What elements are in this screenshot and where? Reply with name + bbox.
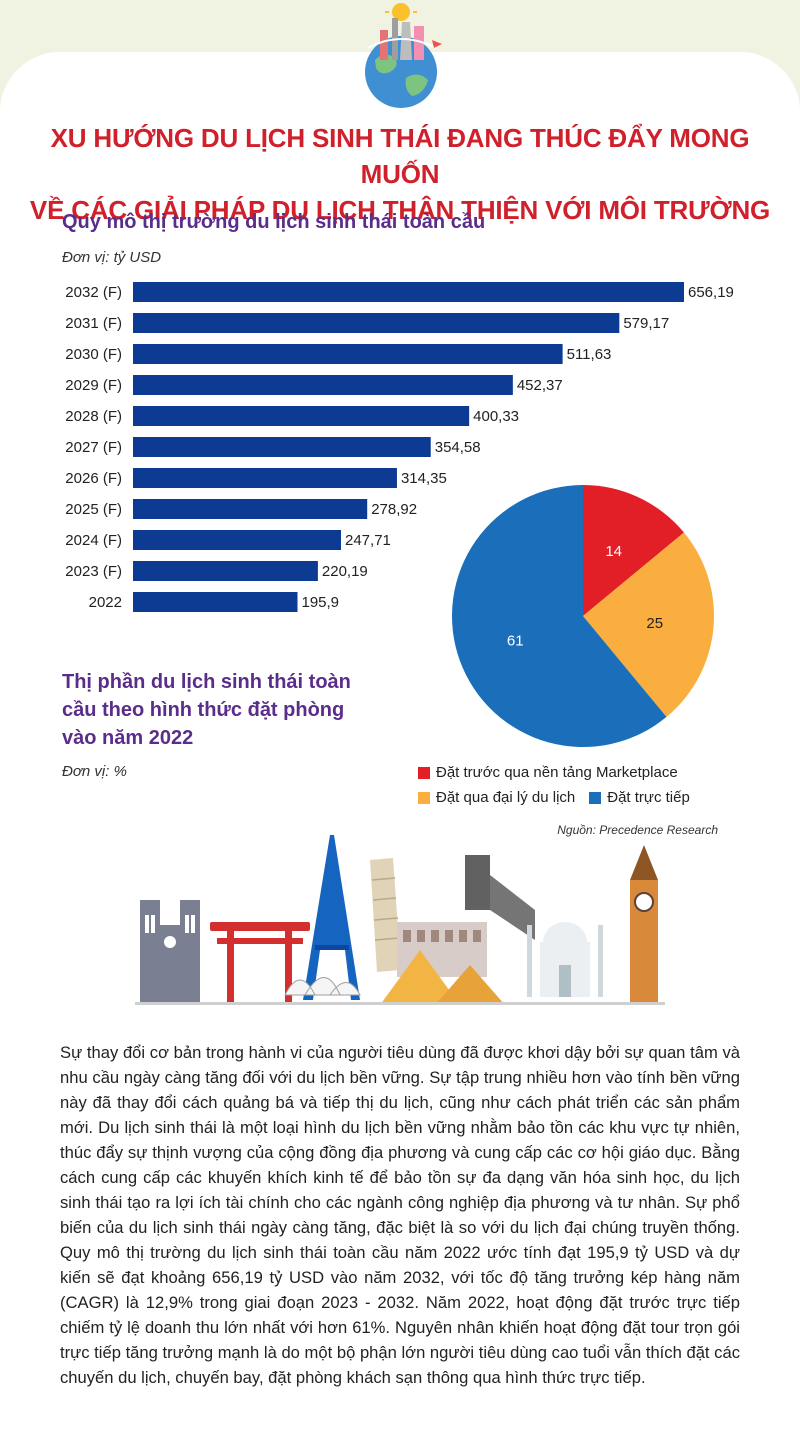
world-landmarks-illustration (135, 835, 665, 1005)
legend-swatch-marketplace (418, 766, 430, 779)
legend-item-direct: Đặt trực tiếp (589, 789, 690, 806)
bar-value-label: 314,35 (401, 470, 447, 487)
bar (133, 344, 563, 364)
bar (133, 437, 431, 457)
bar-value-label: 511,63 (567, 346, 612, 363)
bar (133, 406, 470, 426)
bar-value-label: 656,19 (688, 284, 734, 301)
legend-swatch-agency (418, 791, 430, 804)
bar-value-label: 278,92 (371, 501, 417, 518)
legend-item-marketplace: Đặt trước qua nền tảng Marketplace (418, 764, 678, 781)
pie-chart-title: Thị phần du lịch sinh thái toàn cầu theo… (62, 671, 351, 749)
bar-category-label: 2030 (F) (65, 346, 122, 363)
pie-chart-unit: Đơn vị: % (62, 763, 127, 780)
bar-category-label: 2022 (89, 594, 122, 611)
bar (133, 468, 397, 488)
bar-value-label: 195,9 (301, 594, 339, 611)
body-paragraph: Sự thay đổi cơ bản trong hành vi của ngư… (60, 1043, 740, 1387)
bar-value-label: 220,19 (322, 563, 368, 580)
bar-category-label: 2029 (F) (65, 377, 122, 394)
bar-category-label: 2023 (F) (65, 563, 122, 580)
bar-category-label: 2028 (F) (65, 408, 122, 425)
title-line-2: VỀ CÁC GIẢI PHÁP DU LỊCH THÂN THIỆN VỚI … (29, 195, 771, 225)
page-title: XU HƯỚNG DU LỊCH SINH THÁI ĐANG THÚC ĐẨY… (20, 120, 780, 228)
pie-slice-label: 25 (646, 615, 663, 632)
pie-slice (583, 532, 714, 717)
legend-label-agency: Đặt qua đại lý du lịch (436, 789, 576, 806)
bar-category-label: 2027 (F) (65, 439, 122, 456)
bar (133, 561, 318, 581)
bar-category-label: 2024 (F) (65, 532, 122, 549)
legend-item-agency: Đặt qua đại lý du lịch (418, 789, 575, 806)
bar-value-label: 354,58 (435, 439, 481, 456)
source-note: Nguồn: Precedence Research (557, 823, 718, 837)
bar (133, 375, 513, 395)
bar-category-label: 2032 (F) (65, 284, 122, 301)
bar-value-label: 579,17 (623, 315, 669, 332)
bar-category-label: 2026 (F) (65, 470, 122, 487)
bar (133, 592, 298, 612)
pie-slice-label: 14 (605, 543, 622, 560)
pie-slice (452, 485, 667, 747)
pie-slice-label: 61 (507, 632, 524, 649)
pie-slice (583, 485, 684, 616)
bar-chart-unit: Đơn vị: tỷ USD (62, 249, 162, 266)
globe-landmarks-icon (365, 3, 442, 108)
bar-value-label: 452,37 (517, 377, 563, 394)
legend-label-direct: Đặt trực tiếp (607, 789, 690, 806)
bar (133, 530, 342, 550)
bar (133, 313, 620, 333)
bar-value-label: 247,71 (345, 532, 391, 549)
bar-category-label: 2025 (F) (65, 501, 122, 518)
legend-swatch-direct (589, 791, 602, 804)
pie-chart: 14 25 61 (452, 485, 714, 747)
bar-chart: 2032 (F) 656,19 2031 (F) 579,17 2030 (F) 511,… (65, 282, 734, 612)
title-line-1: XU HƯỚNG DU LỊCH SINH THÁI ĐANG THÚC ĐẨY… (50, 123, 750, 189)
legend-label-marketplace: Đặt trước qua nền tảng Marketplace (436, 764, 678, 781)
bar-chart-title: Quy mô thị trường du lịch sinh thái toàn… (62, 211, 486, 233)
bar (133, 282, 684, 302)
bar (133, 499, 368, 519)
bar-category-label: 2031 (F) (65, 315, 122, 332)
bar-value-label: 400,33 (473, 408, 519, 425)
pie-legend: Đặt trước qua nền tảng Marketplace Đặt q… (418, 764, 788, 814)
